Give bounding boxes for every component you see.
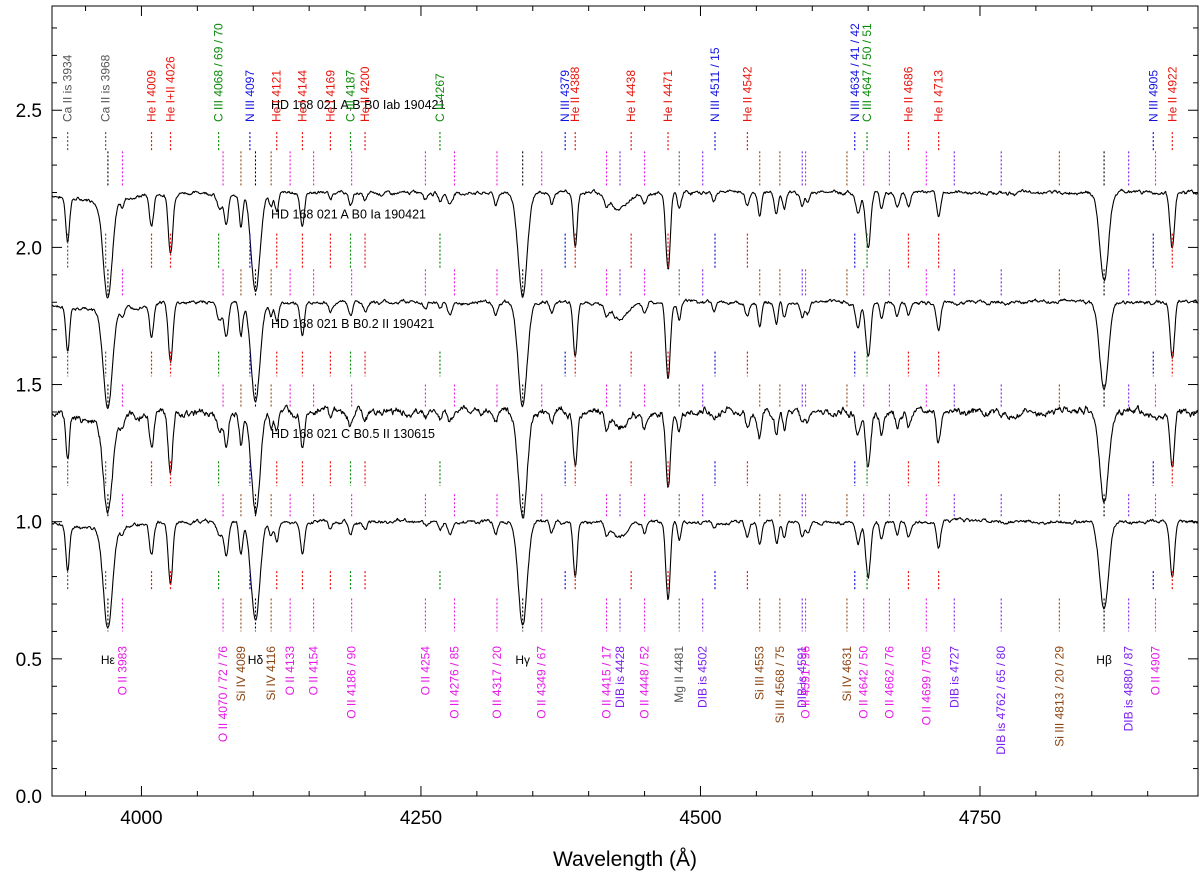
top-line-label-23: N III 4905: [1146, 70, 1160, 122]
spectra-group: [51, 188, 1199, 629]
bottom-line-label-20: Si III 4553: [753, 646, 767, 700]
bottom-line-label-4: Si IV 4089: [234, 646, 248, 702]
top-line-label-3: He I 4009: [145, 70, 159, 122]
bottom-line-label-19: DIB is 4502: [696, 646, 710, 708]
y-tick-label-2: 0.5: [16, 650, 42, 671]
bottom-line-label-18: Mg II 4481: [672, 646, 686, 703]
top-line-label-16: He I 4471: [661, 70, 675, 122]
bottom-line-label-10: O II 4254: [418, 646, 432, 696]
bottom-line-label-33: O II 4907: [1149, 646, 1163, 696]
spectrum-line-4: [51, 517, 1199, 629]
bottom-line-label-31: Hβ: [1096, 653, 1112, 667]
bottom-line-label-21: Si III 4568 / 75: [773, 646, 787, 724]
bottom-line-label-11: O II 4276 / 85: [447, 646, 461, 719]
bottom-line-label-9: O II 4186 / 90: [345, 646, 359, 719]
bottom-line-label-3: O II 4070 / 72 / 76: [216, 646, 230, 742]
plot-frame: [51, 5, 1199, 797]
x-tick-label-2: 4250: [400, 808, 442, 829]
y-tick-label-1: 0.0: [16, 787, 42, 808]
y-tick-label-5: 2.0: [16, 238, 42, 259]
top-line-label-19: N III 4634 / 41 / 42: [848, 23, 862, 122]
top-line-label-7: He I 4121: [270, 70, 284, 122]
bottom-line-label-17: O II 4448 / 52: [638, 646, 652, 719]
top-line-label-1: Ca II is 3934: [61, 54, 75, 122]
bottom-line-label-13: Hγ: [515, 653, 530, 667]
bottom-line-label-24: Si IV 4631: [840, 646, 854, 702]
top-line-label-17: N III 4511 / 15: [708, 47, 722, 122]
bottom-line-label-16: DIB is 4428: [613, 646, 627, 708]
top-line-label-15: He I 4438: [624, 70, 638, 122]
y-tick-label-6: 2.5: [16, 101, 42, 122]
bottom-line-label-2: O II 3983: [115, 646, 129, 696]
bottom-line-label-28: DIB is 4727: [947, 646, 961, 708]
line-marker-group: [67, 132, 1173, 632]
top-line-label-22: He I 4713: [932, 70, 946, 122]
bottom-line-label-27: O II 4699 / 705: [919, 646, 933, 726]
bottom-line-label-14: O II 4349 / 67: [535, 646, 549, 719]
bottom-line-label-15: O II 4415 / 17: [600, 646, 614, 719]
top-line-label-9: He I 4169: [323, 70, 337, 122]
bottom-line-label-30: Si III 4813 / 20 / 29: [1052, 646, 1066, 747]
top-line-label-4: He I+II 4026: [164, 56, 178, 122]
spectrum-line-3: [51, 404, 1199, 519]
bottom-line-label-23: O II 4591 / 96: [799, 646, 813, 719]
top-line-label-8: He I 4144: [295, 70, 309, 122]
x-tick-label-4: 4750: [959, 808, 1001, 829]
bottom-line-label-26: O II 4662 / 76: [882, 646, 896, 719]
bottom-line-label-22: DIB is 4591: [795, 646, 809, 708]
y-tick-label-3: 1.0: [16, 513, 42, 534]
top-line-label-11: He II 4200: [358, 66, 372, 122]
y-tick-label-4: 1.5: [16, 376, 42, 397]
x-tick-label-3: 4500: [679, 808, 721, 829]
axes-group: 4000 4250 4500 4750 0.0 0.5 1.0 1.5 2.0 2.5 Wavele…: [16, 5, 1199, 871]
spectrum-label-1: HD 168 021 A,B B0 Iab 190421: [271, 98, 445, 112]
top-line-label-20: C III 4647 / 50 / 51: [860, 23, 874, 122]
top-line-label-2: Ca II is 3968: [99, 54, 113, 122]
x-axis-title: Wavelength (Å): [553, 848, 697, 871]
spectrum-line-1: [51, 188, 1199, 299]
top-line-label-21: He II 4686: [901, 66, 915, 122]
top-line-label-18: He II 4542: [740, 66, 754, 122]
line-label-group: HD 168 021 A,B B0 Iab 190421 HD 168 021 A…: [61, 23, 1180, 755]
spectrum-label-4: HD 168 021 C B0.5 II 130615: [271, 427, 435, 441]
bottom-line-label-32: DIB is 4880 / 87: [1122, 646, 1136, 732]
bottom-line-label-29: DIB is 4762 / 65 / 80: [994, 646, 1008, 755]
top-line-label-12: C II 4267: [433, 73, 447, 122]
spectrum-line-2: [51, 298, 1199, 410]
top-line-label-6: N III 4097: [243, 70, 257, 122]
top-line-label-14: He II 4388: [568, 66, 582, 122]
bottom-line-label-1: Hε: [101, 653, 116, 667]
bottom-line-label-12: O II 4317 / 20: [490, 646, 504, 719]
top-line-label-10: C III 4187: [344, 70, 358, 122]
bottom-line-label-25: O II 4642 / 50: [857, 646, 871, 719]
bottom-line-label-8: O II 4154: [307, 646, 321, 696]
bottom-line-label-6: Si IV 4116: [264, 646, 278, 701]
top-line-label-24: He II 4922: [1165, 66, 1179, 122]
bottom-line-label-7: O II 4133: [283, 646, 297, 696]
top-line-label-5: C III 4068 / 69 / 70: [212, 23, 226, 122]
top-line-label-13: N III 4379: [558, 70, 572, 122]
spectrum-label-3: HD 168 021 B B0.2 II 190421: [271, 317, 434, 331]
bottom-line-label-5: Hδ: [248, 653, 264, 667]
spectrum-label-2: HD 168 021 A B0 Ia 190421: [271, 207, 426, 221]
x-tick-label-1: 4000: [120, 808, 162, 829]
